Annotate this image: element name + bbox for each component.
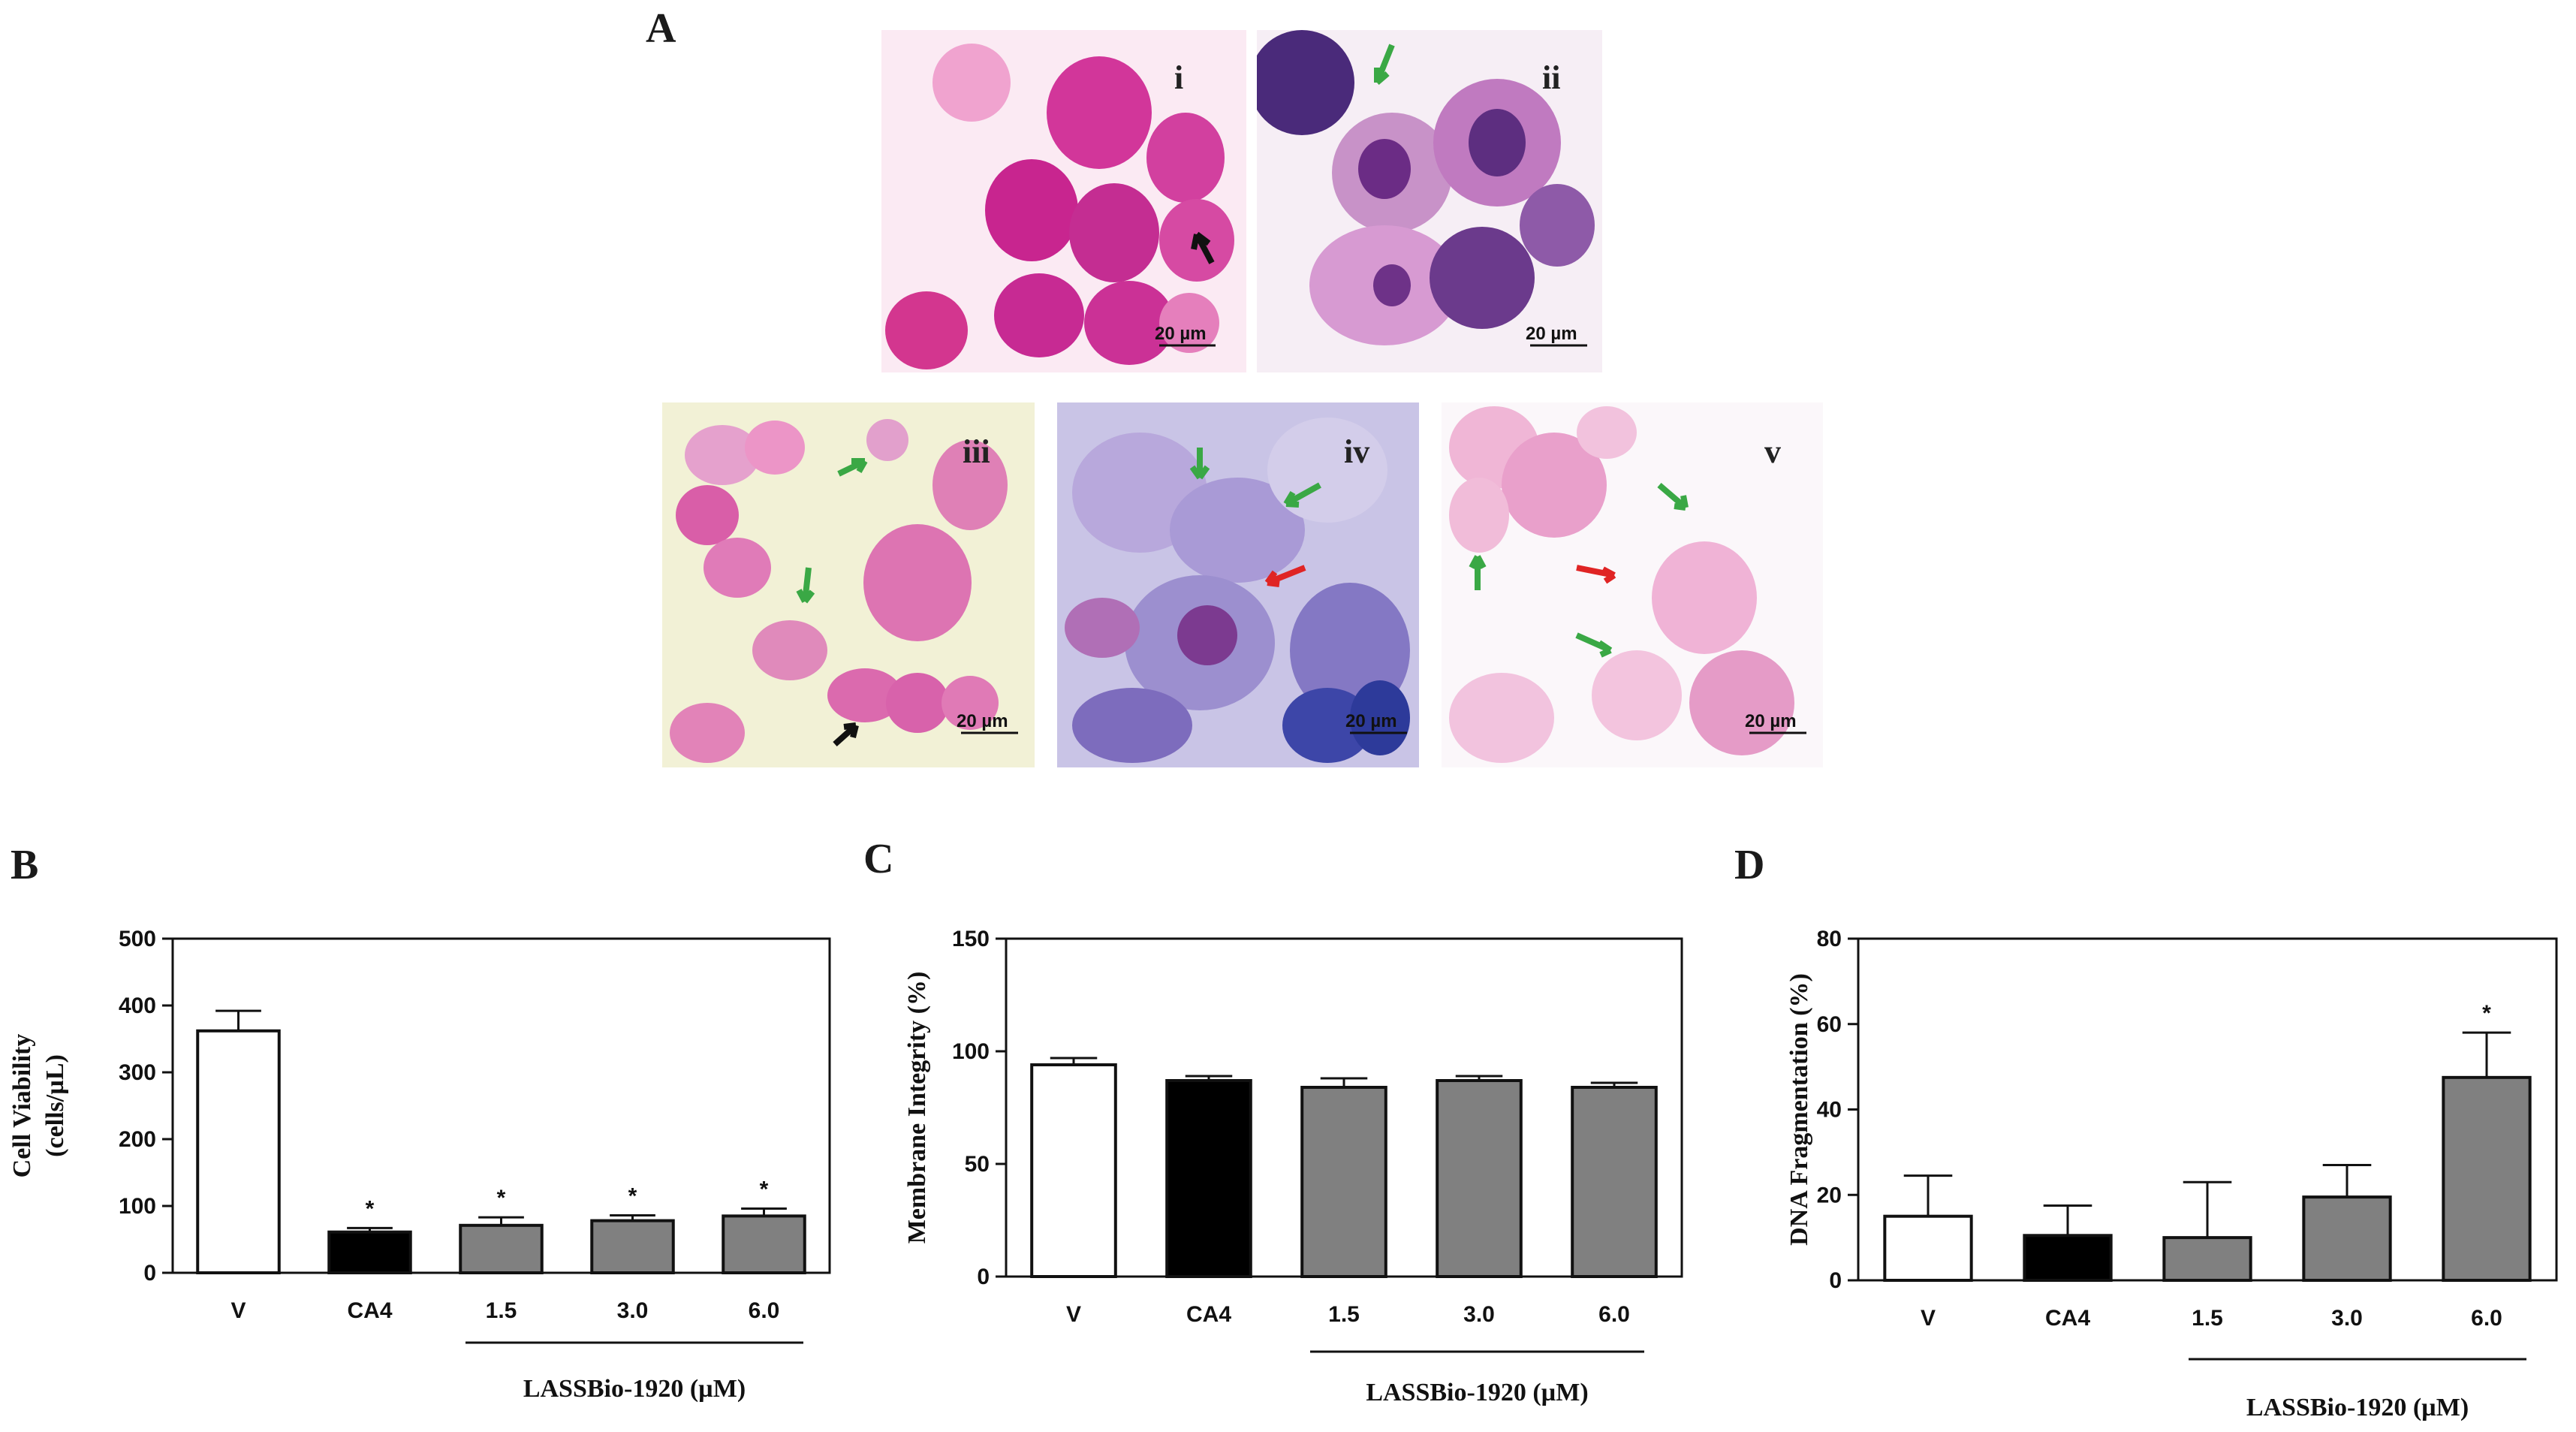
- micrograph-label: iii: [963, 433, 990, 470]
- chart-c-ytick-label: 100: [952, 1039, 990, 1064]
- chart-c-bar-4: [1571, 1086, 1658, 1278]
- micrograph-iv: iv 20 µm: [1057, 402, 1419, 767]
- chart-b-bar-4: [722, 1214, 806, 1274]
- chart-b-ytick-label: 100: [119, 1194, 156, 1219]
- chart-b-ytick-label: 300: [119, 1060, 156, 1085]
- chart-d-ytick-label: 0: [1829, 1268, 1842, 1293]
- cell-cluster: [885, 44, 1234, 369]
- chart-b-ytick-label: 500: [119, 927, 156, 951]
- chart-c-ytick-label: 50: [965, 1152, 990, 1177]
- chart-c-group-label: LASSBio-1920 (µM): [1366, 1379, 1588, 1406]
- chart-b-bar-0: [196, 1029, 281, 1274]
- chart-d-xtick-label: CA4: [2045, 1306, 2090, 1331]
- chart-b-group-label: LASSBio-1920 (µM): [523, 1375, 746, 1403]
- chart-d-bar-4: [2442, 1075, 2532, 1282]
- chart-b-significance: *: [628, 1183, 637, 1208]
- chart-b-significance: *: [760, 1177, 769, 1202]
- chart-b-ylabel: Cell Viability: [8, 1034, 36, 1178]
- scale-bar-label: 20 µm: [1345, 711, 1397, 731]
- chart-d-ylabel: DNA Fragmentation (%): [1785, 973, 1813, 1246]
- chart-b-xtick-label: V: [230, 1298, 246, 1323]
- chart-c-ytick-label: 0: [977, 1265, 990, 1289]
- chart-b-xtick-label: 1.5: [486, 1298, 517, 1323]
- cell-cluster: [670, 419, 1008, 763]
- chart-d-bar-2: [2162, 1236, 2252, 1282]
- scale-bar-label: 20 µm: [1526, 324, 1577, 344]
- micrograph-label: ii: [1542, 59, 1560, 96]
- chart-b-xtick-label: 3.0: [617, 1298, 649, 1323]
- chart-d-xtick-label: V: [1921, 1306, 1936, 1331]
- chart-d-ytick-label: 80: [1817, 927, 1842, 951]
- scale-bar-label: 20 µm: [957, 711, 1008, 731]
- chart-c-bar-3: [1436, 1079, 1523, 1278]
- chart-d-ytick-label: 20: [1817, 1183, 1842, 1207]
- micrograph-label: v: [1764, 433, 1781, 470]
- chart-c-xtick-label: V: [1066, 1302, 1081, 1327]
- chart-d-ytick-label: 60: [1817, 1012, 1842, 1037]
- micrograph-label: iv: [1344, 433, 1369, 470]
- chart-b-significance: *: [497, 1186, 506, 1210]
- arrow-green: [1575, 632, 1613, 658]
- chart-d-xtick-label: 3.0: [2331, 1306, 2363, 1331]
- arrow-black: [1191, 231, 1215, 264]
- micrograph-label: i: [1174, 59, 1183, 96]
- chart-c-bar-0: [1030, 1063, 1117, 1278]
- scale-bar-label: 20 µm: [1745, 711, 1797, 731]
- chart-b-ylabel-unit: (cells/µL): [41, 1054, 69, 1157]
- panel-letter-c: C: [863, 836, 894, 882]
- chart-c-xtick-label: 1.5: [1328, 1302, 1360, 1327]
- micrograph-i: i 20 µm: [881, 30, 1246, 372]
- panel-letter-d: D: [1734, 842, 1765, 888]
- chart-d-bar-1: [2023, 1234, 2113, 1282]
- arrow-red: [1264, 565, 1306, 587]
- chart-b-ytick-label: 200: [119, 1127, 156, 1152]
- cell-cluster: [1449, 406, 1794, 763]
- chart-b-ytick-label: 0: [143, 1261, 156, 1286]
- chart-d-bar-3: [2302, 1195, 2392, 1282]
- chart-d-bar-0: [1883, 1214, 1973, 1282]
- arrow-green: [796, 567, 815, 604]
- chart-d-group-label: LASSBio-1920 (µM): [2246, 1394, 2469, 1421]
- chart-b-significance: *: [366, 1196, 375, 1221]
- chart-b-bar-3: [590, 1219, 675, 1274]
- arrow-black: [833, 722, 859, 746]
- micrograph-iii: iii 20 µm: [662, 402, 1035, 767]
- chart-d-xtick-label: 6.0: [2471, 1306, 2502, 1331]
- chart-b-bar-1: [327, 1230, 412, 1274]
- chart-d-xtick-label: 1.5: [2192, 1306, 2223, 1331]
- arrow-green: [1374, 44, 1395, 86]
- arrow-green: [1189, 448, 1210, 480]
- arrow-green: [1283, 482, 1321, 508]
- arrow-green: [837, 458, 868, 477]
- micrograph-v: v 20 µm: [1442, 402, 1823, 767]
- chart-c-ytick-label: 150: [952, 927, 990, 951]
- chart-c-xtick-label: 6.0: [1598, 1302, 1630, 1327]
- arrow-green: [1657, 482, 1689, 511]
- chart-c-ylabel: Membrane Integrity (%): [903, 972, 931, 1244]
- chart-c-bar-1: [1165, 1079, 1252, 1278]
- micrograph-ii: ii 20 µm: [1257, 30, 1602, 372]
- cell-cluster: [1257, 30, 1595, 345]
- chart-b-xtick-label: CA4: [347, 1298, 392, 1323]
- scale-bar-label: 20 µm: [1155, 324, 1207, 344]
- arrow-green: [1469, 555, 1487, 590]
- chart-b-bar-2: [459, 1223, 544, 1275]
- chart-c-xtick-label: CA4: [1186, 1302, 1231, 1327]
- chart-b-xtick-label: 6.0: [749, 1298, 780, 1323]
- panel-letter-a: A: [646, 5, 676, 52]
- chart-b-ytick-label: 400: [119, 993, 156, 1018]
- chart-d-ytick-label: 40: [1817, 1098, 1842, 1123]
- chart-c-bar-2: [1300, 1086, 1387, 1278]
- panel-letter-b: B: [11, 842, 39, 888]
- cell-cluster: [1065, 418, 1410, 763]
- chart-c-xtick-label: 3.0: [1463, 1302, 1495, 1327]
- chart-d-significance: *: [2482, 1001, 2491, 1026]
- arrow-red: [1576, 565, 1616, 584]
